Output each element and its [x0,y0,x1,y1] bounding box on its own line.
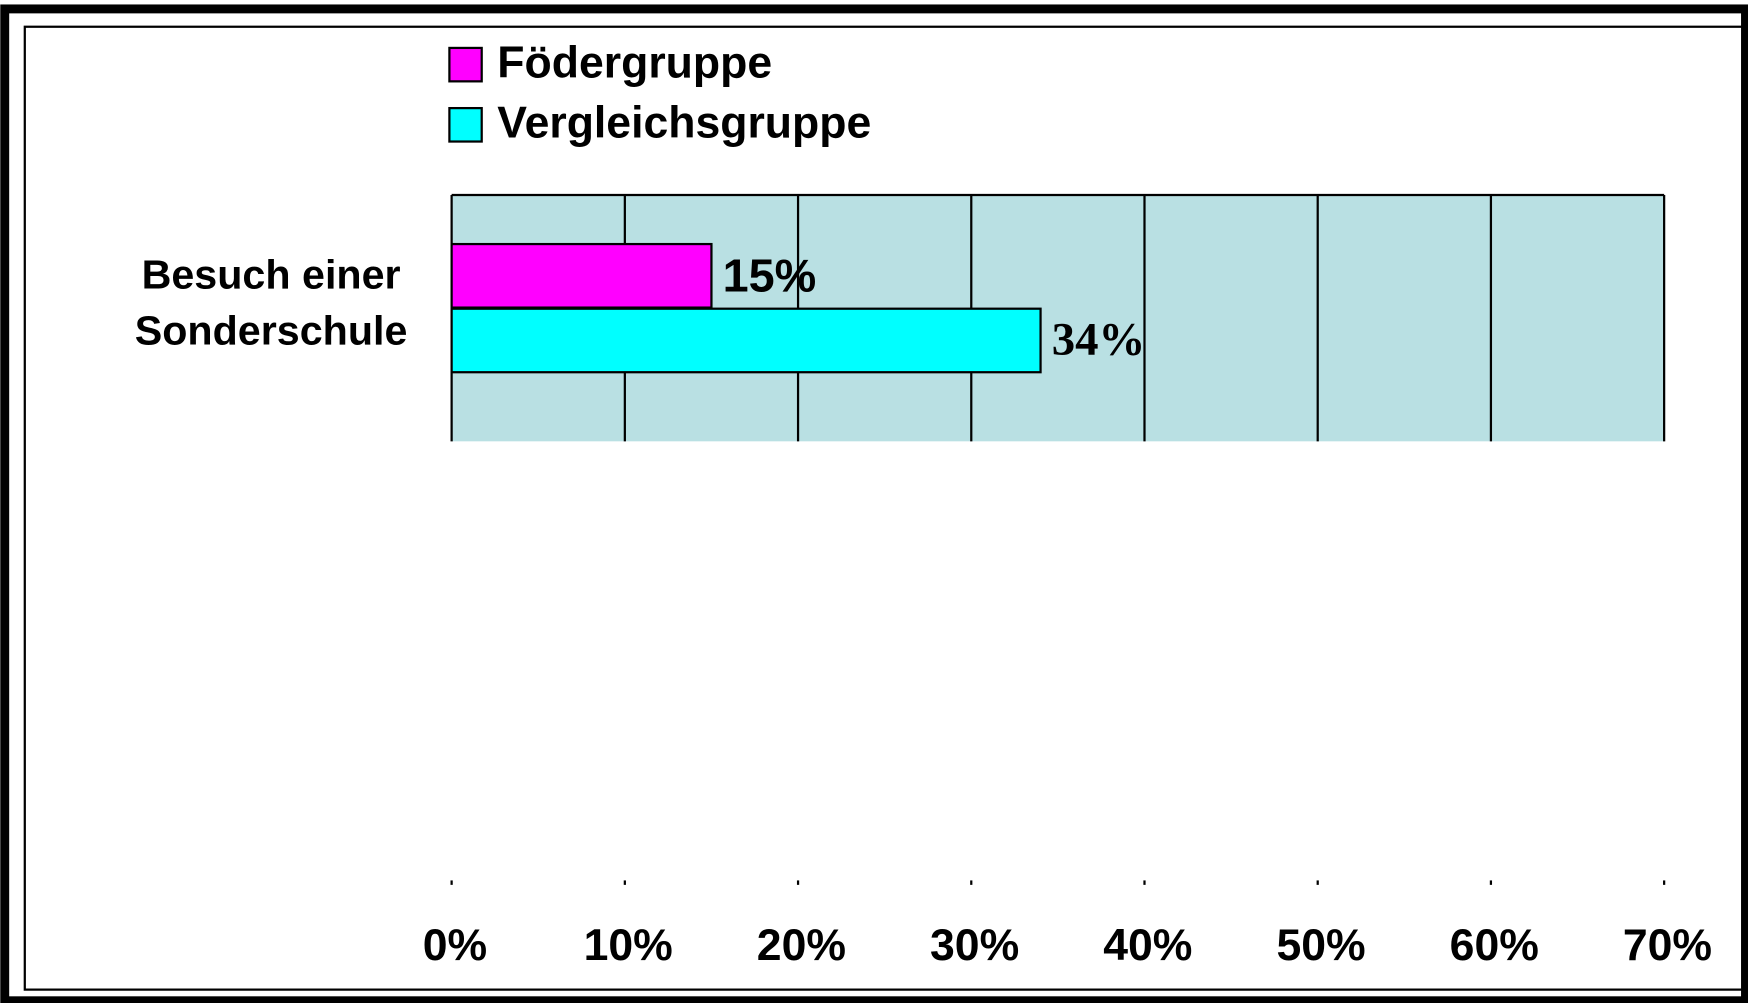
bar [450,307,1042,374]
x-tick-label: 60% [1450,921,1539,970]
category-label-box: Besuch einer Sonderschule [134,251,408,354]
x-tick-label: 10% [584,921,673,970]
x-tick-label: 50% [1276,921,1365,970]
bar [450,242,713,309]
x-tick-label: 40% [1103,921,1192,970]
legend-swatch [448,106,483,143]
value-label: 15% [723,250,817,302]
x-tick-label: 30% [930,921,1019,970]
value-label: 34% [1052,314,1146,366]
category-label: Besuch einer Sonderschule [134,251,408,354]
x-tick-label: 0% [423,921,487,970]
inner-frame [23,25,1747,991]
x-tick-label: 70% [1623,921,1712,970]
legend-label: Vergleichsgruppe [497,99,871,148]
legend-swatch [448,46,483,83]
outer-frame [0,4,1748,1003]
x-tick-label: 20% [757,921,846,970]
legend-label: Födergruppe [497,39,772,88]
